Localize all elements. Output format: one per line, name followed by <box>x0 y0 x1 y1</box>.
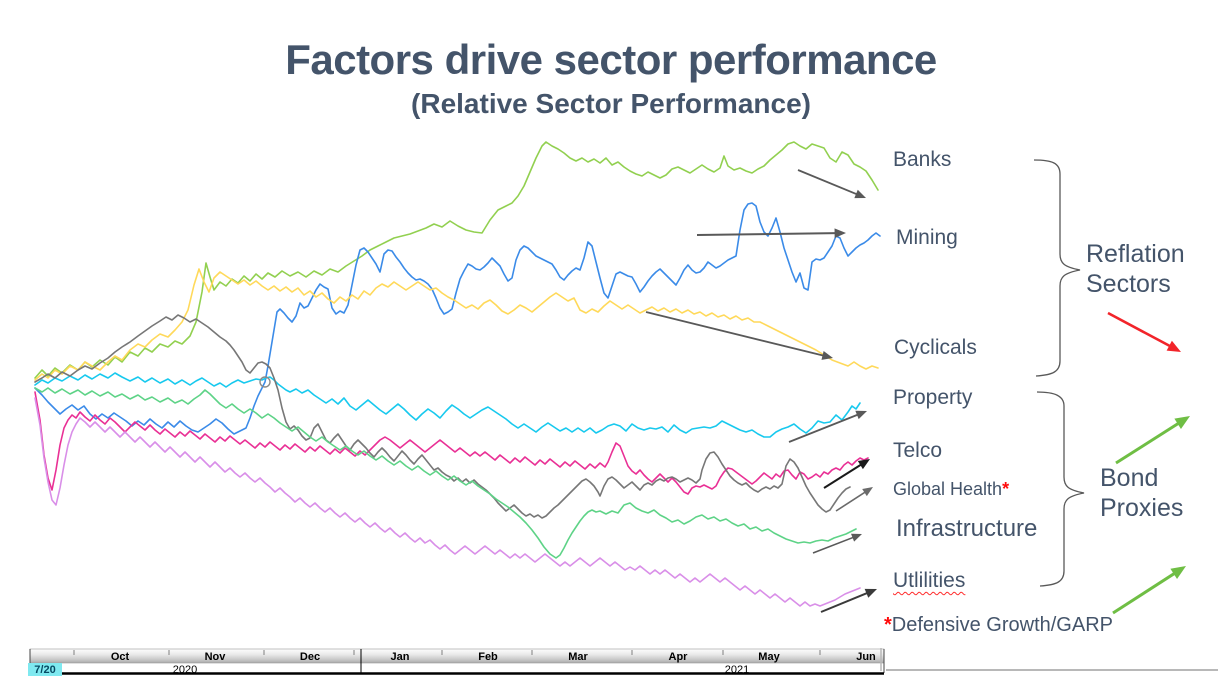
property-trend-arrow <box>788 413 860 443</box>
month-label-feb: Feb <box>478 651 498 663</box>
series-infrastructure-line <box>34 387 857 559</box>
series-telco-line <box>34 391 869 495</box>
mining-trend-arrow-head <box>834 228 846 238</box>
annotation-bond-proxies: Bond Proxies <box>1100 464 1184 522</box>
month-label-jan: Jan <box>391 651 410 663</box>
banks-trend-arrow <box>797 169 859 196</box>
reflation-down-arrow <box>1107 311 1172 348</box>
label-defensive-growth-garp: *Defensive Growth/GARP <box>884 614 1113 636</box>
infrastructure-trend-arrow <box>812 536 855 554</box>
circle-marker <box>259 376 271 388</box>
label-cyclicals: Cyclicals <box>894 336 977 359</box>
bond-up-arrow-1-head <box>1174 416 1190 430</box>
cyclicals-trend-arrow <box>645 311 825 357</box>
annotation-reflation-sectors: Reflation Sectors <box>1086 240 1185 298</box>
label-global-health: Global Health* <box>893 479 1010 499</box>
series-cyclicals-line <box>34 268 879 381</box>
label-telco: Telco <box>893 439 943 462</box>
series-globalhealth-line <box>34 314 851 519</box>
series-utilities-line <box>34 397 861 607</box>
utilities-trend-arrow-head <box>864 588 877 598</box>
month-label-oct: Oct <box>111 651 130 663</box>
label-banks: Banks <box>893 148 952 171</box>
globalhealth-trend-arrow-head <box>862 487 873 497</box>
x-axis-bar <box>29 648 885 664</box>
property-trend-arrow-head <box>855 410 867 420</box>
series-banks-line <box>34 141 879 379</box>
start-date-cell <box>28 663 62 676</box>
reflation-brace <box>1033 159 1081 377</box>
month-label-may: May <box>758 651 780 663</box>
month-label-nov: Nov <box>205 651 227 663</box>
month-label-dec: Dec <box>300 651 320 663</box>
globalhealth-trend-arrow <box>835 490 867 512</box>
telco-trend-arrow <box>823 463 863 489</box>
month-label-apr: Apr <box>669 651 689 663</box>
utilities-trend-arrow <box>820 591 869 613</box>
label-mining: Mining <box>896 226 958 249</box>
global-health-asterisk: * <box>1002 479 1010 499</box>
bond-up-arrow-2-head <box>1170 566 1186 580</box>
telco-trend-arrow-head <box>857 459 870 470</box>
mining-trend-arrow <box>696 232 837 236</box>
label-infrastructure: Infrastructure <box>896 515 1038 542</box>
series-mining-line <box>34 202 881 435</box>
month-label-mar: Mar <box>568 651 588 663</box>
defensive-asterisk: * <box>884 614 892 636</box>
page-title: Factors drive sector performance <box>285 36 937 83</box>
reflation-down-arrow-head <box>1166 340 1181 352</box>
series-property-line <box>34 372 861 438</box>
banks-trend-arrow-head <box>854 189 866 199</box>
start-date-label: 7/20 <box>34 664 55 676</box>
bond-up-arrow-1 <box>1115 421 1181 465</box>
label-utilities: Utlilities <box>893 569 966 592</box>
bond-up-arrow-2 <box>1112 571 1177 615</box>
label-property: Property <box>893 386 973 409</box>
cyclicals-trend-arrow-head <box>821 351 833 360</box>
infrastructure-trend-arrow-head <box>851 533 862 542</box>
bond-brace <box>1036 391 1085 587</box>
month-label-jun: Jun <box>856 651 876 663</box>
page-subtitle: (Relative Sector Performance) <box>411 88 811 119</box>
